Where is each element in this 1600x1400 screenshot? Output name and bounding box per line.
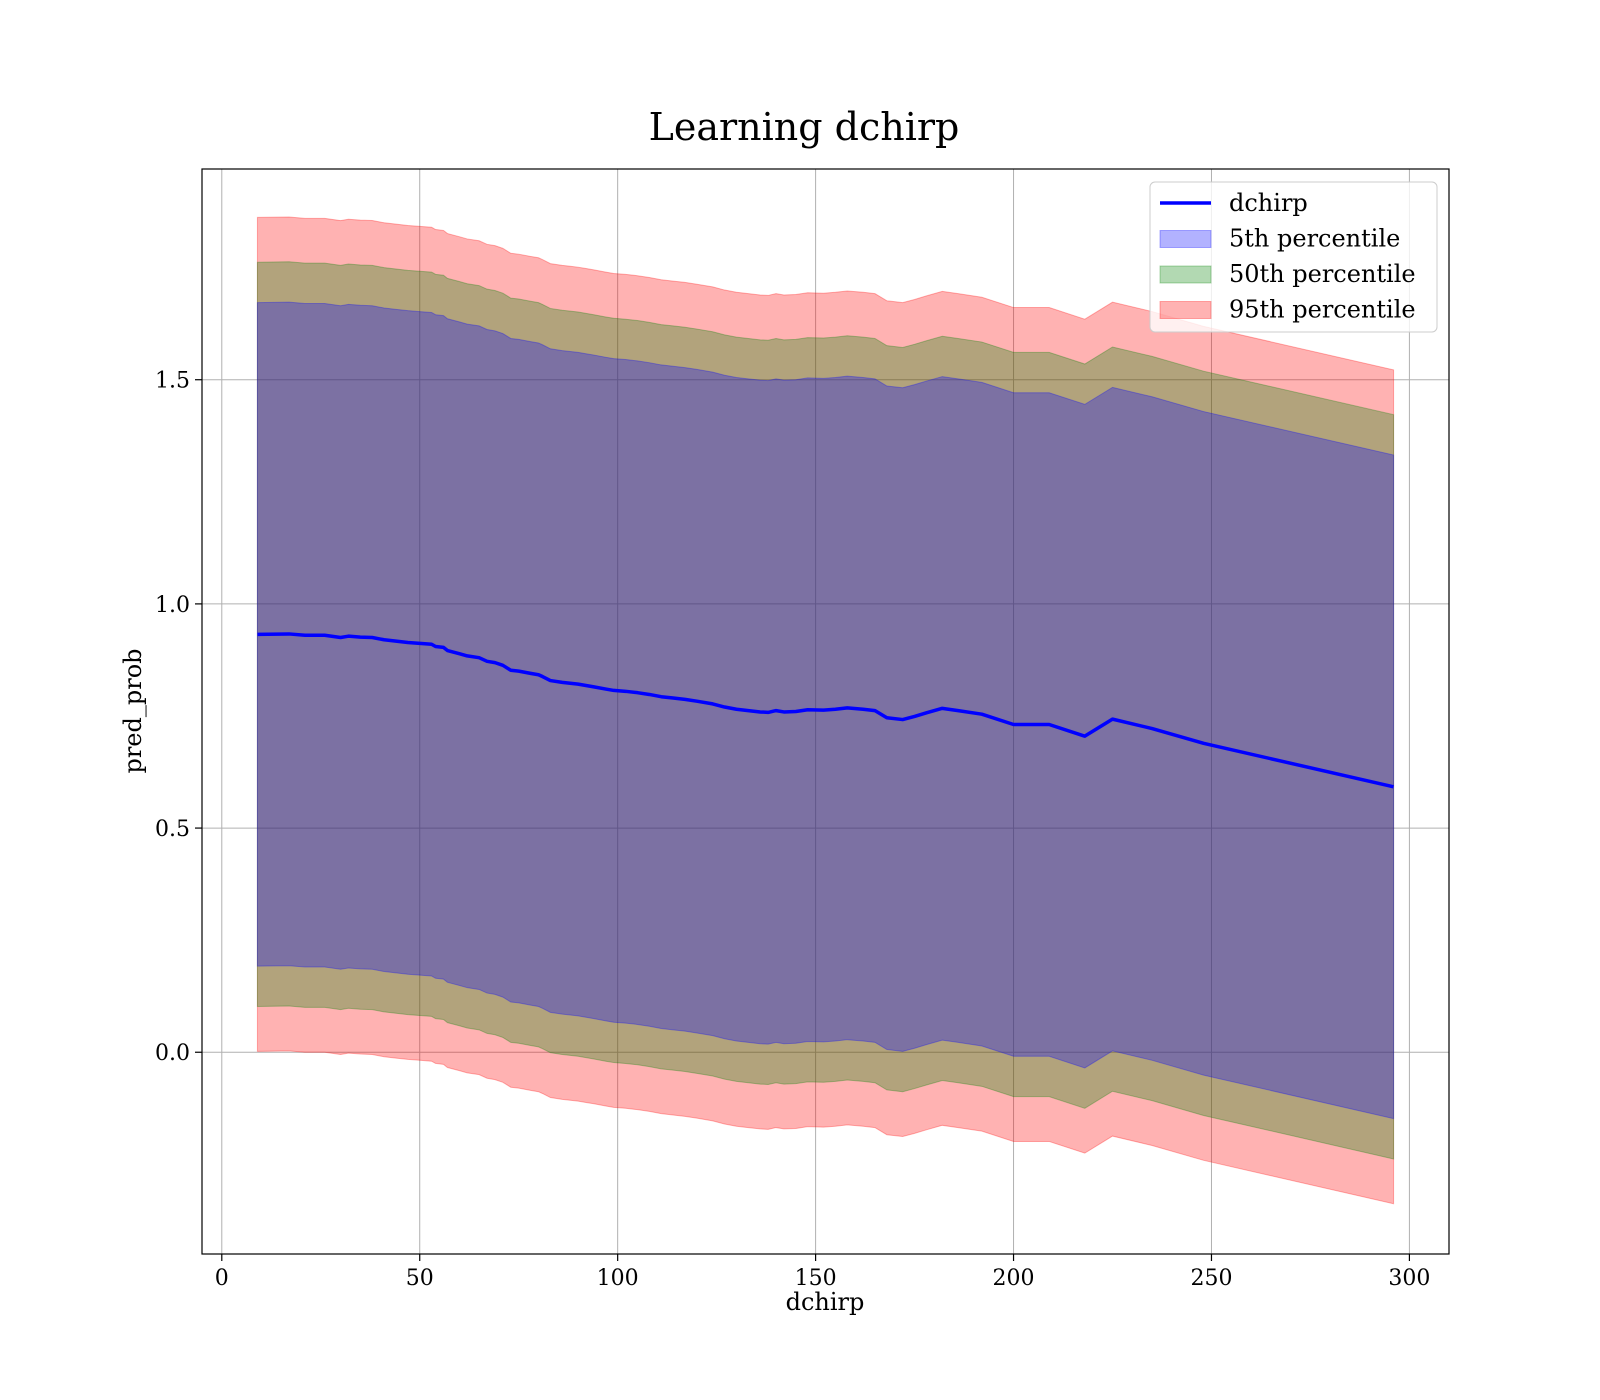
- legend-box: [1149, 181, 1438, 333]
- chart-title: Learning dchirp: [649, 105, 960, 149]
- plot-area: [201, 168, 1450, 1255]
- x-tick-label: 300: [1388, 1266, 1430, 1291]
- legend-swatch-band: [1159, 230, 1212, 248]
- x-tick-label: 250: [1190, 1266, 1232, 1291]
- legend-label: 50th percentile: [1229, 260, 1416, 288]
- y-tick-label: 0.5: [155, 817, 190, 842]
- x-tick-label: 50: [406, 1266, 434, 1291]
- x-tick-label: 100: [597, 1266, 639, 1291]
- series-line-dchirp: [257, 632, 1394, 789]
- legend-swatch-band: [1159, 265, 1212, 284]
- legend-label: 5th percentile: [1229, 225, 1400, 253]
- y-tick-label: 0.0: [155, 1041, 190, 1066]
- legend-swatch-band: [1159, 301, 1212, 319]
- x-axis-label: dchirp: [786, 1288, 865, 1316]
- plot-frame: [201, 168, 1450, 1255]
- grid: [202, 169, 1449, 1254]
- y-tick-label: 1.5: [155, 369, 190, 394]
- series-lines: [257, 632, 1394, 789]
- legend-label: 95th percentile: [1229, 296, 1416, 324]
- y-axis-label: pred_prob: [119, 648, 147, 773]
- y-tick-label: 1.0: [155, 593, 190, 618]
- legend-label: dchirp: [1229, 189, 1308, 217]
- y-axis-ticks: 0.0 0.5 1.0 1.5: [155, 369, 202, 1066]
- x-tick-label: 150: [795, 1266, 837, 1291]
- x-tick-label: 0: [215, 1266, 229, 1291]
- x-tick-label: 200: [993, 1266, 1035, 1291]
- x-axis-ticks: 0 50 100 150 200 250 300: [215, 1254, 1430, 1291]
- legend: dchirp 5th percentile 50th percentile 95th …: [1149, 181, 1438, 333]
